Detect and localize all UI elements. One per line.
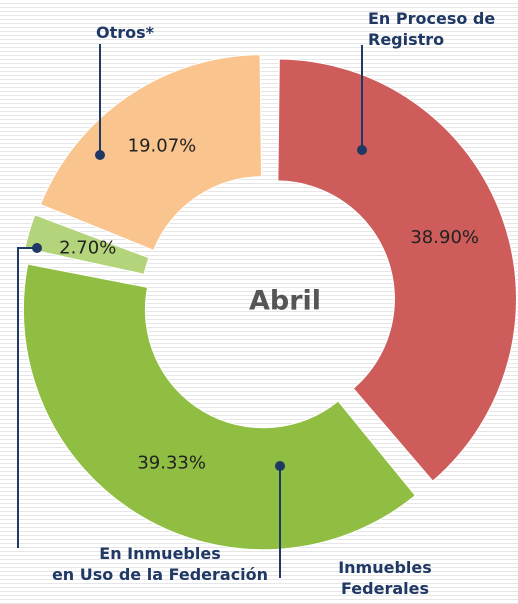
- category-label: Inmuebles Federales: [338, 558, 432, 598]
- category-label: En Inmuebles en Uso de la Federación: [51, 544, 269, 584]
- donut-segment: [22, 263, 417, 551]
- leader-line: [17, 247, 37, 548]
- category-label: En Proceso de Registro: [368, 9, 496, 49]
- donut-segment: [277, 58, 517, 482]
- value-label: 2.70%: [59, 238, 116, 259]
- leader-dot: [32, 243, 42, 253]
- value-label: 38.90%: [410, 227, 479, 248]
- center-label: Abril: [249, 286, 321, 317]
- donut-segment: [24, 214, 150, 275]
- value-label: 39.33%: [137, 452, 206, 473]
- donut-segment: [39, 54, 263, 251]
- category-label: Otros*: [95, 23, 155, 42]
- leader-dot: [357, 145, 367, 155]
- leader-dot: [275, 461, 285, 471]
- value-label: 19.07%: [128, 136, 197, 157]
- leader-dot: [95, 150, 105, 160]
